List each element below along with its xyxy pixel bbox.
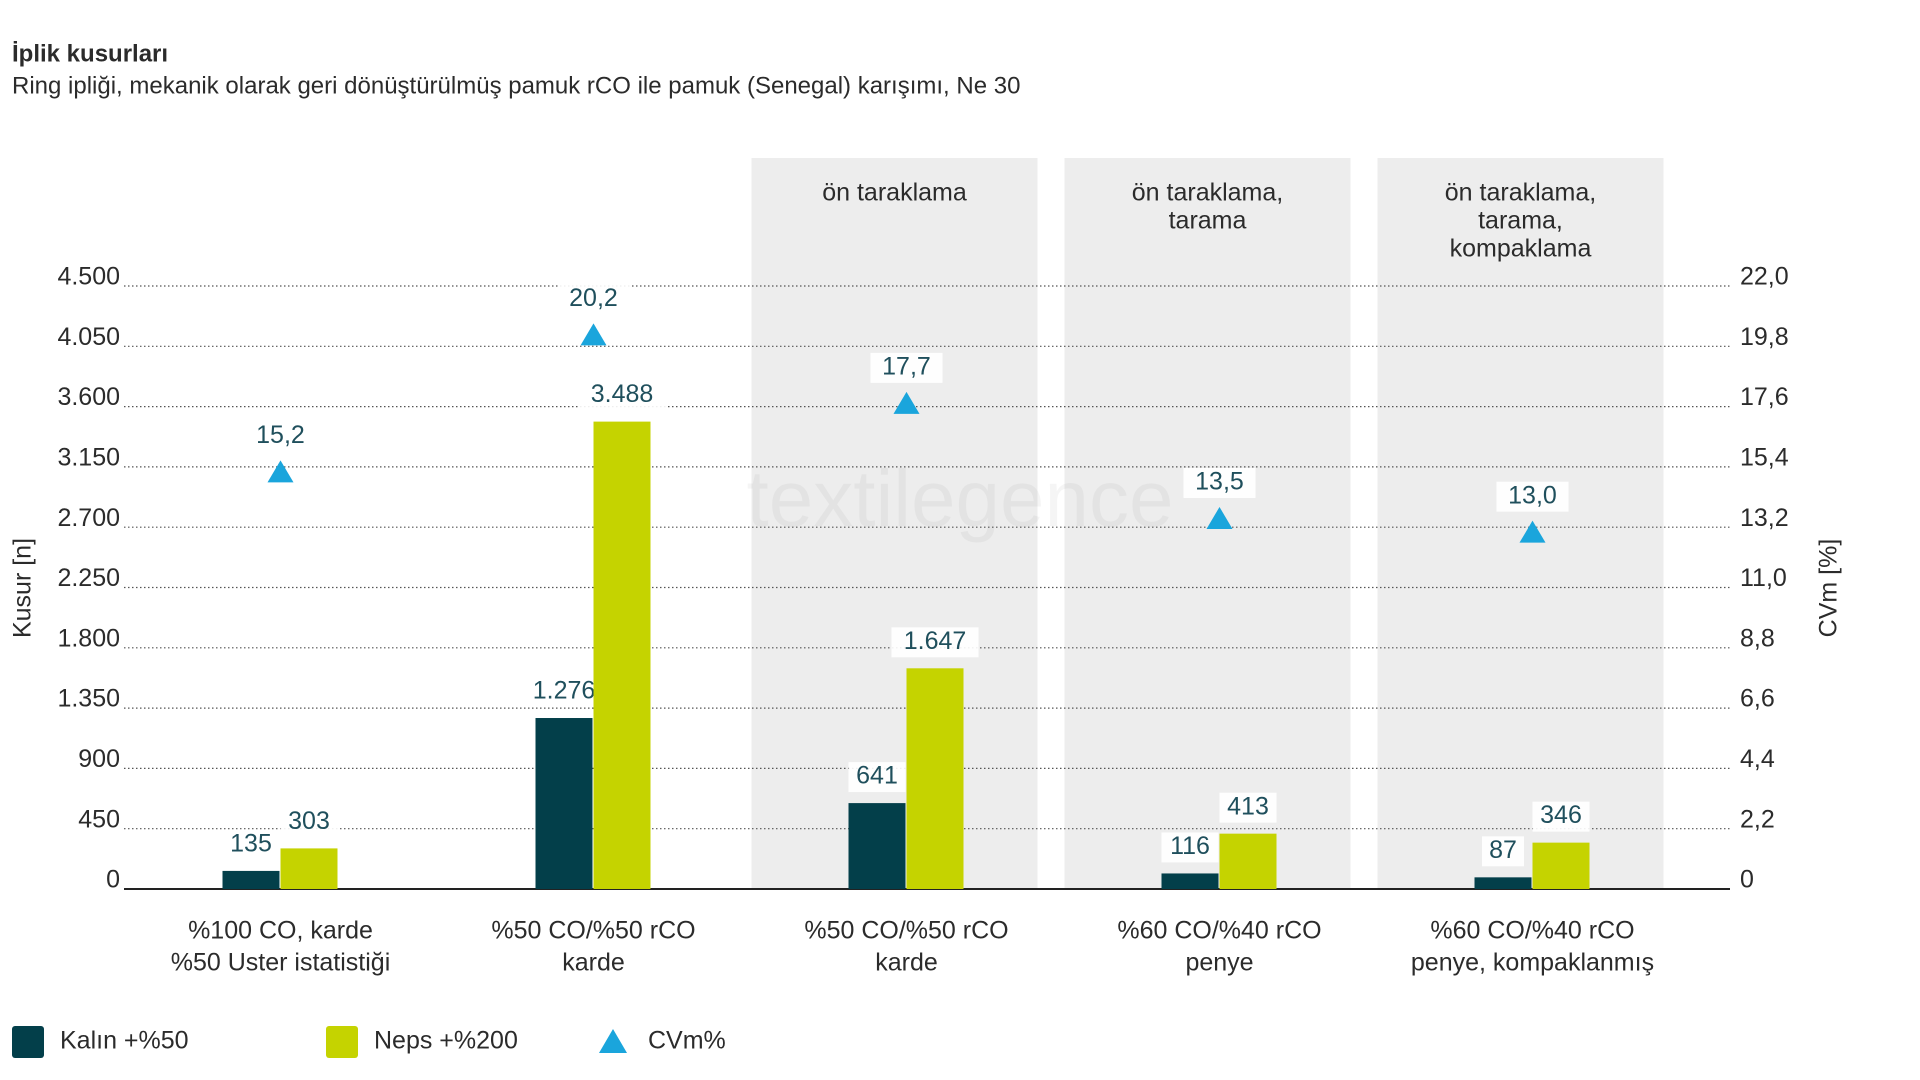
bar <box>1161 873 1219 889</box>
data-label: 303 <box>288 807 330 835</box>
label-bg <box>222 829 280 860</box>
label-bg <box>578 380 666 411</box>
data-label: 87 <box>1489 836 1517 864</box>
cvm-marker <box>1206 506 1233 529</box>
y2-tick-label: 15,4 <box>1740 444 1789 472</box>
data-label: 116 <box>1170 832 1210 860</box>
data-label: 1.647 <box>904 627 967 655</box>
legend-label: CVm% <box>648 1027 726 1055</box>
x-tick-label: %50 CO/%50 rCO <box>491 917 695 945</box>
chart-subtitle: Ring ipliği, mekanik olarak geri dönüştü… <box>12 72 1020 99</box>
x-tick-label: karde <box>875 949 938 977</box>
data-label: 135 <box>230 830 272 858</box>
y-tick-label: 1.800 <box>57 624 120 652</box>
data-label: 13,5 <box>1195 468 1244 496</box>
panel-label: tarama <box>1169 207 1247 235</box>
y-tick-label: 2.700 <box>57 504 120 532</box>
y2-tick-label: 19,8 <box>1740 323 1789 351</box>
label-bg <box>1219 792 1277 823</box>
bar <box>535 718 593 889</box>
x-tick-label: %50 CO/%50 rCO <box>804 917 1008 945</box>
label-bg <box>1482 836 1524 867</box>
legend-swatch <box>599 1029 627 1053</box>
y2-tick-label: 6,6 <box>1740 685 1775 713</box>
x-tick-label: penye <box>1185 949 1253 977</box>
panel <box>1064 158 1351 889</box>
data-label: 17,7 <box>882 352 931 380</box>
label-bg <box>557 284 630 315</box>
data-label: 20,2 <box>569 284 618 312</box>
y2-tick-label: 13,2 <box>1740 504 1789 532</box>
cvm-marker <box>580 323 607 346</box>
y2-tick-label: 4,4 <box>1740 745 1775 773</box>
bar <box>222 870 280 889</box>
label-bg <box>870 352 943 383</box>
legend-label: Kalın +%50 <box>60 1027 189 1055</box>
label-bg <box>891 627 979 658</box>
panel-label: ön taraklama, <box>1132 179 1283 207</box>
label-bg <box>520 677 608 708</box>
x-tick-label: %50 Uster istatistiği <box>171 949 391 977</box>
y2-tick-label: 0 <box>1740 866 1754 894</box>
bar <box>1474 877 1532 889</box>
data-label: 15,2 <box>256 421 305 449</box>
data-label: 13,0 <box>1508 481 1557 509</box>
y-tick-label: 0 <box>106 866 120 894</box>
label-bg <box>244 421 317 452</box>
data-label: 3.488 <box>591 380 654 408</box>
label-bg <box>1183 467 1256 498</box>
bar <box>1219 833 1277 889</box>
panel-label: ön taraklama <box>822 179 967 207</box>
data-label: 346 <box>1540 801 1582 829</box>
y-axis-label: Kusur [n] <box>9 538 37 638</box>
cvm-marker <box>893 391 920 414</box>
y-tick-label: 900 <box>78 745 120 773</box>
y-tick-label: 4.050 <box>57 323 120 351</box>
legend-swatch <box>326 1026 358 1058</box>
label-bg <box>848 762 906 793</box>
legend-swatch <box>12 1026 44 1058</box>
y-tick-label: 4.500 <box>57 263 120 291</box>
panel-label: ön taraklama, <box>1445 179 1596 207</box>
bar <box>1532 842 1590 889</box>
y2-tick-label: 22,0 <box>1740 263 1789 291</box>
y-tick-label: 2.250 <box>57 564 120 592</box>
x-tick-label: %100 CO, karde <box>188 917 373 945</box>
x-tick-label: penye, kompaklanmış <box>1411 949 1654 977</box>
data-label: 413 <box>1227 792 1269 820</box>
bar <box>848 803 906 889</box>
bar <box>593 421 651 889</box>
bar <box>906 668 964 889</box>
y2-tick-label: 11,0 <box>1740 564 1787 592</box>
label-bg <box>280 807 338 838</box>
y-tick-label: 3.150 <box>57 444 120 472</box>
panel-label: kompaklama <box>1450 235 1592 263</box>
x-tick-label: karde <box>562 949 625 977</box>
data-label: 1.276 <box>533 677 596 705</box>
chart-title: İplik kusurları <box>12 40 168 67</box>
label-bg <box>1532 801 1590 832</box>
y-tick-label: 1.350 <box>57 685 120 713</box>
panel-label: tarama, <box>1478 207 1563 235</box>
legend-label: Neps +%200 <box>374 1027 518 1055</box>
y2-tick-label: 17,6 <box>1740 383 1789 411</box>
y2-tick-label: 8,8 <box>1740 624 1775 652</box>
label-bg <box>1496 481 1569 512</box>
label-bg <box>1161 832 1219 863</box>
data-label: 641 <box>856 762 898 790</box>
cvm-marker <box>267 460 294 483</box>
y2-tick-label: 2,2 <box>1740 805 1775 833</box>
cvm-marker <box>1519 520 1546 543</box>
x-tick-label: %60 CO/%40 rCO <box>1430 917 1634 945</box>
y-tick-label: 450 <box>78 805 120 833</box>
x-tick-label: %60 CO/%40 rCO <box>1117 917 1321 945</box>
y-tick-label: 3.600 <box>57 383 120 411</box>
bar <box>280 848 338 889</box>
y2-axis-label: CVm [%] <box>1815 539 1843 638</box>
panel <box>1377 158 1664 889</box>
